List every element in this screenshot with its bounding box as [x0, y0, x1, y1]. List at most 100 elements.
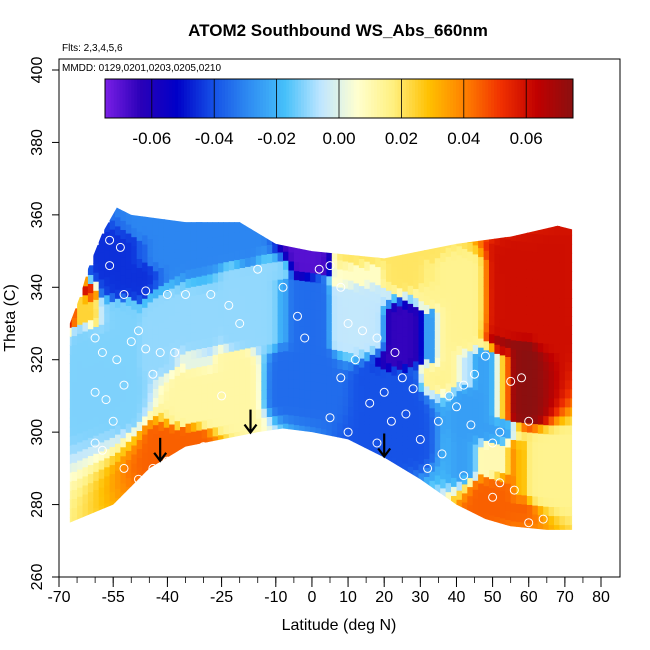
heatmap-cell — [283, 377, 289, 388]
heatmap-cell — [429, 299, 436, 309]
heatmap-cell — [331, 276, 338, 287]
heatmap-cell — [456, 390, 463, 401]
heatmap-cell — [147, 274, 154, 285]
heatmap-cell — [158, 385, 165, 395]
heatmap-cell — [120, 274, 127, 285]
heatmap-cell — [277, 233, 284, 244]
data-point — [300, 333, 310, 343]
heatmap-cell — [152, 207, 159, 217]
heatmap-cell — [413, 288, 420, 299]
data-point — [162, 456, 172, 466]
heatmap-cell — [456, 309, 463, 319]
heatmap-cell — [543, 406, 550, 417]
data-point — [350, 355, 360, 365]
heatmap-cell — [315, 382, 322, 392]
heatmap-cell — [461, 284, 468, 295]
heatmap-cell — [570, 261, 573, 272]
heatmap-cell — [152, 288, 159, 299]
heatmap-cell — [69, 417, 73, 428]
colorbar-segment — [374, 79, 378, 118]
heatmap-cell — [223, 252, 230, 263]
heatmap-cell — [283, 269, 289, 279]
heatmap-cell — [223, 270, 230, 281]
heatmap-cell — [310, 372, 317, 382]
heatmap-cell — [315, 273, 322, 284]
colorbar-segment — [172, 79, 176, 118]
heatmap-cell — [261, 290, 268, 301]
heatmap-cell — [521, 331, 528, 342]
heatmap-cell — [239, 213, 246, 223]
heatmap-cell — [147, 338, 154, 348]
data-point — [488, 492, 498, 502]
heatmap-cell — [304, 353, 311, 364]
heatmap-cell — [554, 307, 560, 317]
heatmap-cell — [163, 418, 170, 428]
heatmap-cell — [494, 371, 501, 382]
colorbar-segment — [198, 79, 203, 118]
heatmap-cell — [212, 372, 219, 383]
heatmap-cell — [125, 350, 132, 361]
heatmap-cell — [510, 511, 517, 522]
heatmap-cell — [564, 280, 571, 290]
heatmap-cell — [212, 263, 219, 274]
heatmap-cell — [358, 303, 365, 314]
heatmap-cell — [71, 335, 78, 346]
heatmap-cell — [136, 457, 143, 468]
heatmap-cell — [358, 267, 365, 278]
heatmap-cell — [559, 388, 566, 399]
heatmap-cell — [461, 411, 468, 421]
heatmap-cell — [342, 288, 349, 298]
heatmap-cell — [494, 344, 501, 354]
colorbar-segment — [347, 79, 352, 118]
heatmap-cell — [104, 249, 111, 260]
heatmap-cell — [423, 431, 430, 441]
heatmap-cell — [521, 476, 528, 487]
heatmap-cell — [537, 324, 544, 335]
heatmap-cell — [109, 337, 116, 348]
heatmap-cell — [402, 381, 409, 392]
heatmap-cell — [331, 358, 338, 368]
heatmap-cell — [228, 260, 235, 271]
heatmap-cell — [180, 326, 186, 337]
heatmap-cell — [223, 388, 230, 398]
heatmap-cell — [93, 444, 100, 454]
heatmap-cell — [115, 497, 121, 507]
y-tick-label: 260 — [29, 564, 46, 591]
heatmap-cell — [456, 363, 463, 373]
heatmap-cell — [554, 325, 560, 335]
heatmap-cell — [288, 269, 295, 280]
heatmap-cell — [559, 298, 566, 308]
heatmap-cell — [353, 291, 360, 302]
heatmap-cell — [386, 299, 392, 309]
heatmap-cell — [152, 216, 159, 226]
heatmap-cell — [505, 329, 512, 339]
heatmap-cell — [239, 376, 246, 386]
heatmap-cell — [445, 283, 452, 293]
heatmap-cell — [71, 308, 78, 318]
heatmap-cell — [293, 279, 300, 290]
heatmap-cell — [93, 272, 100, 282]
heatmap-cell — [521, 485, 528, 496]
colorbar-segment — [175, 79, 179, 118]
heatmap-cell — [499, 264, 506, 274]
heatmap-cell — [174, 375, 181, 385]
heatmap-cell — [115, 261, 121, 272]
heatmap-cell — [87, 419, 94, 429]
heatmap-cell — [109, 292, 116, 303]
heatmap-cell — [180, 417, 186, 427]
heatmap-cell — [212, 390, 219, 401]
heatmap-cell — [69, 354, 73, 364]
heatmap-cell — [163, 300, 170, 310]
heatmap-cell — [386, 281, 392, 291]
heatmap-cell — [570, 316, 573, 326]
heatmap-cell — [142, 461, 149, 471]
heatmap-cell — [152, 270, 159, 281]
heatmap-cell — [386, 398, 392, 409]
heatmap-cell — [391, 338, 398, 349]
heatmap-cell — [331, 349, 338, 359]
data-point — [358, 326, 367, 336]
heatmap-cell — [288, 288, 295, 298]
heatmap-cell — [163, 445, 170, 455]
heatmap-cell — [261, 317, 268, 328]
heatmap-cell — [456, 499, 463, 509]
